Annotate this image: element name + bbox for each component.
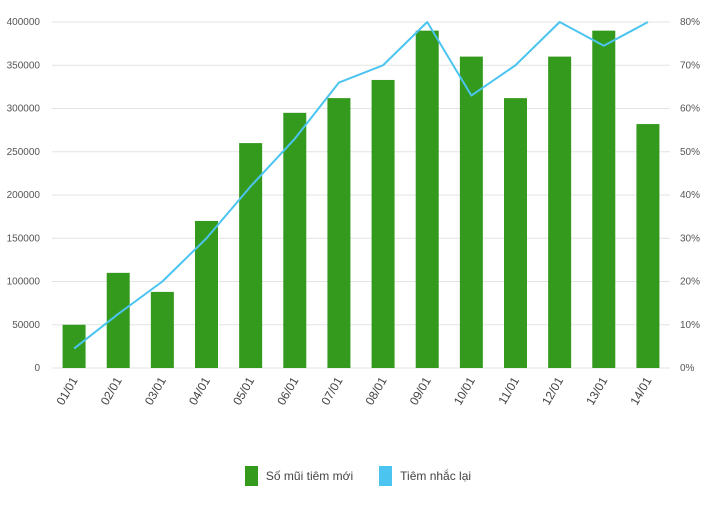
x-tick-label: 07/01 [318,374,345,407]
bar[interactable] [415,30,439,369]
x-tick-label: 08/01 [363,374,390,407]
left-tick-label: 400000 [7,17,41,28]
bar-series [62,30,660,369]
bar[interactable] [371,79,395,368]
x-tick-label: 13/01 [583,374,610,407]
x-tick-label: 03/01 [142,374,169,407]
x-tick-label: 12/01 [539,374,566,407]
line-series [73,21,649,350]
right-tick-label: 30% [680,233,700,244]
left-tick-label: 150000 [7,233,41,244]
right-tick-label: 0% [680,363,695,374]
x-tick-label: 01/01 [54,374,81,407]
x-tick-label: 09/01 [407,374,434,407]
left-tick-label: 0 [34,363,40,374]
right-tick-label: 20% [680,277,700,288]
bar[interactable] [195,220,218,368]
series-line[interactable] [73,21,649,350]
left-tick-label: 200000 [7,190,41,201]
right-axis-ticks: 0% 10% 20% 30% 40% 50% 60% 70% 80% [680,17,700,374]
bar[interactable] [239,143,263,368]
right-tick-label: 50% [680,147,700,158]
x-tick-label: 14/01 [627,374,654,407]
left-tick-label: 300000 [7,104,41,115]
x-tick-label: 11/01 [495,374,522,407]
right-tick-label: 70% [680,60,700,71]
x-tick-label: 10/01 [451,374,478,407]
bar[interactable] [548,56,572,368]
bar[interactable] [62,324,86,368]
legend-label-line: Tiêm nhắc lại [400,469,472,483]
legend-item-line[interactable]: Tiêm nhắc lại [379,466,471,486]
left-tick-label: 100000 [7,277,41,288]
legend-item-bar[interactable]: Số mũi tiêm mới [244,466,354,486]
left-axis-ticks: 0 50000 100000 150000 200000 250000 300000 3500… [7,17,41,374]
left-tick-label: 350000 [7,60,41,71]
left-tick-label: 250000 [7,147,41,158]
x-tick-label: 02/01 [98,374,125,407]
bar[interactable] [106,272,130,368]
right-tick-label: 10% [680,320,700,331]
legend: Số mũi tiêm mới Tiêm nhắc lại [0,466,716,486]
bar[interactable] [283,112,307,368]
legend-swatch-line [379,466,393,486]
legend-label-bar: Số mũi tiêm mới [265,469,354,483]
legend-swatch-bar [244,466,258,486]
right-tick-label: 60% [680,104,700,115]
bar[interactable] [459,56,483,368]
bar[interactable] [636,124,660,368]
bar[interactable] [592,30,616,369]
left-tick-label: 50000 [12,320,40,331]
bar[interactable] [327,98,351,369]
x-axis-ticks: 01/01 02/01 03/01 04/01 05/01 06/01 07/01 08/01… [54,374,655,407]
x-tick-label: 04/01 [186,374,213,407]
bar[interactable] [504,98,527,369]
right-tick-label: 40% [680,190,700,201]
right-tick-label: 80% [680,17,700,28]
x-tick-label: 05/01 [230,374,257,407]
x-tick-label: 06/01 [274,374,301,407]
bar[interactable] [150,291,174,368]
